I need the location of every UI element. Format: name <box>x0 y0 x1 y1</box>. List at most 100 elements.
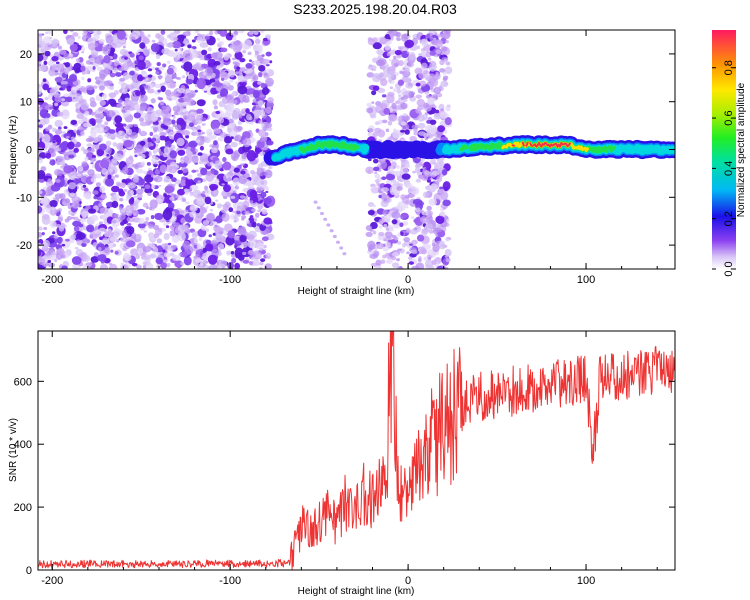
noise-blob <box>154 212 164 221</box>
noise-blob <box>57 126 62 130</box>
noise-blob <box>142 202 149 208</box>
noise-blob <box>405 205 409 209</box>
noise-blob <box>218 113 223 118</box>
noise-blob <box>371 90 377 96</box>
noise-blob <box>38 53 44 62</box>
noise-blob <box>261 87 270 95</box>
noise-blob <box>255 212 260 218</box>
noise-blob <box>38 157 44 164</box>
noise-blob <box>64 62 71 68</box>
noise-blob <box>240 135 246 141</box>
noise-blob <box>210 120 220 130</box>
noise-blob <box>242 50 247 54</box>
noise-blob <box>436 46 440 49</box>
noise-blob <box>365 231 373 238</box>
noise-blob <box>46 204 51 208</box>
noise-blob <box>123 99 133 107</box>
noise-blob <box>149 131 154 137</box>
noise-blob <box>82 122 91 128</box>
noise-blob <box>391 211 401 219</box>
noise-blob <box>428 124 437 135</box>
noise-blob <box>190 75 195 80</box>
noise-blob <box>169 81 176 89</box>
noise-blob <box>84 156 89 162</box>
snr-y-tick-label: 600 <box>14 376 32 388</box>
noise-blob <box>238 175 248 184</box>
noise-blob <box>119 197 124 202</box>
noise-blob <box>384 241 392 248</box>
noise-blob <box>104 121 109 126</box>
noise-blob <box>391 262 400 269</box>
noise-blob <box>200 167 208 176</box>
noise-blob <box>373 171 378 175</box>
noise-blob <box>402 221 409 226</box>
noise-blob <box>168 165 178 174</box>
noise-blob <box>233 215 238 220</box>
noise-blob <box>424 223 434 231</box>
noise-blob <box>222 157 227 163</box>
noise-blob <box>114 122 124 128</box>
noise-blob <box>177 265 181 269</box>
noise-blob <box>80 65 86 72</box>
noise-blob <box>244 210 250 215</box>
noise-blob <box>245 63 253 69</box>
noise-blob <box>139 102 147 111</box>
noise-blob <box>213 61 221 66</box>
noise-blob <box>116 30 126 40</box>
noise-blob <box>96 66 103 71</box>
noise-blob <box>408 256 413 260</box>
noise-blob <box>105 140 112 147</box>
noise-blob <box>219 71 228 79</box>
noise-blob <box>39 108 48 118</box>
noise-blob <box>228 207 234 213</box>
noise-blob <box>196 264 202 269</box>
noise-blob <box>88 135 92 139</box>
noise-blob <box>82 254 91 262</box>
noise-blob <box>201 123 206 126</box>
noise-blob <box>191 39 196 43</box>
noise-blob <box>103 67 111 75</box>
noise-blob <box>237 77 246 83</box>
noise-blob <box>413 218 420 223</box>
noise-blob <box>183 61 193 72</box>
noise-blob <box>256 223 260 227</box>
noise-blob <box>105 230 114 237</box>
noise-blob <box>211 147 218 154</box>
noise-blob <box>181 224 188 230</box>
noise-blob <box>120 262 125 265</box>
noise-blob <box>124 134 129 139</box>
noise-blob <box>183 256 192 266</box>
noise-blob <box>38 170 46 180</box>
noise-blob <box>139 117 144 123</box>
noise-blob <box>423 70 429 75</box>
snr-x-ticks: -200 -100 0 100 <box>41 331 658 587</box>
noise-blob <box>38 86 43 95</box>
noise-blob <box>194 258 203 263</box>
noise-blob <box>89 118 96 125</box>
noise-blob <box>440 80 449 88</box>
noise-blob <box>405 182 413 189</box>
noise-blob <box>222 203 230 211</box>
noise-blob <box>134 104 140 111</box>
noise-blob <box>236 66 241 70</box>
noise-blob <box>426 205 432 211</box>
noise-blob <box>142 245 152 253</box>
noise-blob <box>386 70 395 79</box>
noise-blob <box>143 48 150 56</box>
noise-blob <box>49 200 58 208</box>
streak-blob <box>313 200 318 204</box>
noise-blob <box>218 259 228 268</box>
noise-blob <box>175 194 180 199</box>
noise-blob <box>159 135 167 141</box>
noise-blob <box>195 254 199 257</box>
noise-blob <box>213 140 218 146</box>
noise-blob <box>185 210 189 213</box>
noise-blob <box>214 178 220 184</box>
noise-blob <box>95 182 101 187</box>
noise-blob <box>395 165 400 169</box>
noise-blob <box>265 63 270 67</box>
noise-blob <box>218 40 224 46</box>
noise-blob <box>70 30 74 33</box>
noise-blob <box>219 131 227 138</box>
snr-y-tick-label: 400 <box>14 439 32 451</box>
